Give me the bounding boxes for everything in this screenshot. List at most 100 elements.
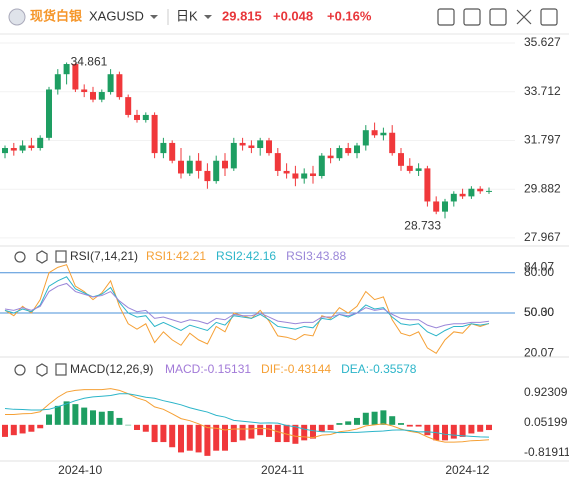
y-tick-label: 80.00: [524, 265, 554, 279]
tool-icon[interactable]: [489, 8, 507, 26]
y-tick-label: 33.712: [524, 84, 561, 98]
macd-bar: [222, 424, 228, 451]
y-tick-label: -0.81911: [524, 445, 569, 459]
tool-icon[interactable]: [540, 8, 558, 26]
macd-bar: [424, 424, 431, 436]
macd-bar: [151, 424, 158, 443]
macd-bar: [46, 414, 52, 425]
y-tick-label: 0.92309: [524, 385, 568, 399]
candle-body: [486, 190, 492, 192]
macd-bar: [125, 424, 132, 426]
tool-icon[interactable]: [516, 9, 532, 25]
macd-bar: [98, 411, 105, 425]
y-tick-label: 35.627: [524, 35, 561, 49]
indicator-title: RSI(7,14,21): [70, 249, 138, 263]
macd-bar: [195, 424, 202, 453]
candle-body: [2, 148, 8, 154]
candle-body: [98, 92, 105, 100]
macd-bar: [406, 424, 413, 427]
candle-body: [37, 137, 44, 149]
x-tick-label: 2024-11: [261, 463, 304, 477]
candle-body: [362, 130, 369, 146]
macd-bar: [54, 405, 61, 425]
candle-body: [72, 64, 79, 90]
candle-body: [318, 155, 325, 177]
settings-icon[interactable]: [36, 363, 48, 377]
macd-bar: [274, 424, 281, 443]
macd-bar: [239, 424, 246, 441]
macd-bar: [354, 417, 360, 425]
macd-bar: [72, 404, 79, 425]
candle-body: [442, 201, 448, 212]
candle-body: [274, 153, 281, 171]
macd-bar: [450, 424, 457, 439]
eye-icon[interactable]: [14, 251, 26, 263]
macd-bar: [134, 424, 140, 430]
toolbar: [437, 8, 558, 26]
candle-body: [54, 74, 61, 90]
candle-body: [151, 114, 158, 154]
candle-body: [169, 142, 176, 161]
tool-icon[interactable]: [437, 8, 455, 26]
candle-body: [450, 193, 457, 202]
macd-bar: [19, 424, 26, 434]
y-tick-label: 27.967: [524, 230, 561, 244]
candle-body: [142, 114, 149, 121]
symbol-icon: [8, 8, 26, 26]
macd-bar: [28, 424, 35, 432]
candle-body: [116, 74, 123, 98]
macd-bar: [10, 424, 17, 436]
macd-bar: [301, 424, 308, 441]
macd-bar: [468, 424, 475, 434]
macd-bar: [310, 424, 316, 439]
macd-bar: [459, 424, 466, 437]
min-label: 28.733: [404, 219, 441, 233]
macd-bar: [477, 424, 484, 432]
candle-body: [107, 74, 114, 93]
macd-bar: [63, 401, 70, 425]
price: 29.815: [222, 8, 262, 23]
candle-body: [19, 145, 26, 151]
rsi-line: [4, 264, 490, 354]
settings-icon[interactable]: [36, 250, 48, 264]
macd-bar: [204, 424, 211, 456]
candle-body: [424, 168, 431, 202]
y-tick-label: 50.00: [524, 305, 554, 319]
candle-body: [415, 168, 422, 171]
dropdown-arrow[interactable]: [150, 15, 158, 19]
macd-bar: [398, 423, 404, 425]
grid-icon[interactable]: [55, 363, 67, 376]
indicator-title: MACD(12,26,9): [70, 362, 153, 376]
candle-body: [477, 188, 484, 192]
candle-body: [380, 132, 387, 136]
eye-icon[interactable]: [14, 364, 26, 376]
y-tick-label: 20.07: [524, 345, 554, 359]
candle-body: [125, 97, 132, 115]
dropdown-arrow[interactable]: [204, 15, 212, 19]
macd-bar: [415, 424, 422, 427]
candle-body: [239, 142, 246, 146]
symbol[interactable]: XAGUSD: [89, 8, 144, 23]
macd-line: [4, 393, 490, 438]
macd-bar: [257, 424, 264, 436]
macd-line: [5, 388, 490, 443]
candle-body: [257, 140, 264, 149]
macd-bar: [2, 424, 8, 437]
macd-bar: [380, 410, 387, 425]
change: +0.048: [273, 8, 313, 23]
period[interactable]: 日K: [176, 8, 198, 23]
candle-body: [310, 173, 316, 177]
candle-body: [301, 173, 308, 179]
legend-entry: RSI1:42.21: [146, 249, 206, 263]
y-tick-label: 31.797: [524, 133, 561, 147]
candle-body: [160, 142, 167, 154]
macd-bar: [186, 424, 193, 451]
candle-body: [186, 160, 193, 174]
candle-body: [248, 145, 255, 149]
macd-bar: [178, 424, 184, 453]
tool-icon[interactable]: [463, 8, 481, 26]
candle-body: [222, 160, 228, 169]
grid-icon[interactable]: [55, 250, 67, 263]
candle-body: [283, 170, 290, 174]
candle-body: [459, 193, 466, 197]
